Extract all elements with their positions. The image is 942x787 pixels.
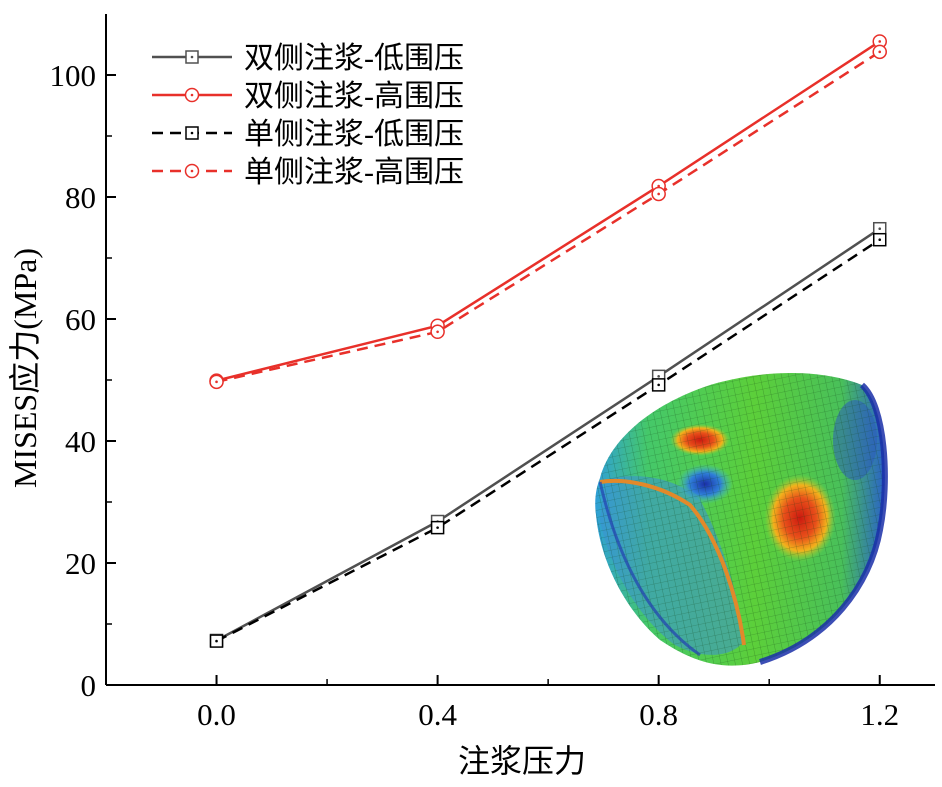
data-point-dot: [436, 526, 439, 529]
legend-label: 单侧注浆-低围压: [244, 118, 464, 151]
y-axis-label: MISES应力(MPa): [7, 248, 43, 488]
legend-entry: 双侧注浆-低围压: [152, 42, 464, 75]
legend-label: 双侧注浆-低围压: [244, 42, 464, 75]
y-axis-ticks: 0 20 40 60 80 100: [50, 58, 116, 703]
legend-entry: 单侧注浆-高围压: [152, 156, 464, 189]
data-point-dot: [657, 375, 660, 378]
legend-entry: 双侧注浆-高围压: [152, 80, 464, 113]
y-tick-label: 80: [65, 180, 96, 215]
legend-marker-dot: [190, 131, 194, 135]
y-tick-label: 20: [65, 546, 96, 581]
series-line: [215, 227, 881, 642]
y-tick-label: 100: [50, 58, 97, 93]
legend-label: 单侧注浆-高围压: [244, 156, 464, 189]
legend-marker-dot: [190, 93, 194, 97]
series-line: [216, 40, 881, 382]
y-tick-label: 60: [65, 302, 96, 337]
data-point-dot: [657, 192, 660, 196]
data-point-dot: [215, 380, 218, 384]
x-axis-label: 注浆压力: [458, 743, 586, 779]
data-point-dot: [215, 639, 218, 643]
data-point-dot: [657, 383, 660, 387]
series-layer: [209, 34, 887, 648]
series-2: [209, 232, 887, 648]
inset-cylinder-contour: [595, 372, 888, 666]
x-axis-ticks: 0.0 0.4 0.8 1.2: [105, 675, 899, 732]
x-tick-label: 1.2: [860, 697, 899, 732]
data-point-dot: [878, 40, 882, 43]
legend-marker-dot: [190, 55, 194, 59]
x-tick-label: 0.4: [418, 697, 457, 732]
y-tick-label: 40: [65, 424, 96, 459]
data-point-dot: [878, 50, 882, 54]
x-tick-label: 0.0: [197, 697, 236, 732]
data-point-dot: [436, 330, 439, 334]
series-line: [215, 238, 881, 643]
axes-frame: [105, 14, 935, 686]
y-tick-label: 0: [81, 668, 97, 703]
x-tick-label: 0.8: [639, 697, 678, 732]
legend-entry: 单侧注浆-低围压: [152, 118, 464, 151]
data-point-dot: [878, 238, 882, 241]
series-line: [216, 50, 881, 384]
series-3: [209, 44, 887, 390]
data-point-dot: [878, 227, 882, 231]
data-point-dot: [657, 184, 660, 188]
legend-marker-dot: [190, 169, 194, 173]
legend-label: 双侧注浆-高围压: [244, 80, 464, 113]
